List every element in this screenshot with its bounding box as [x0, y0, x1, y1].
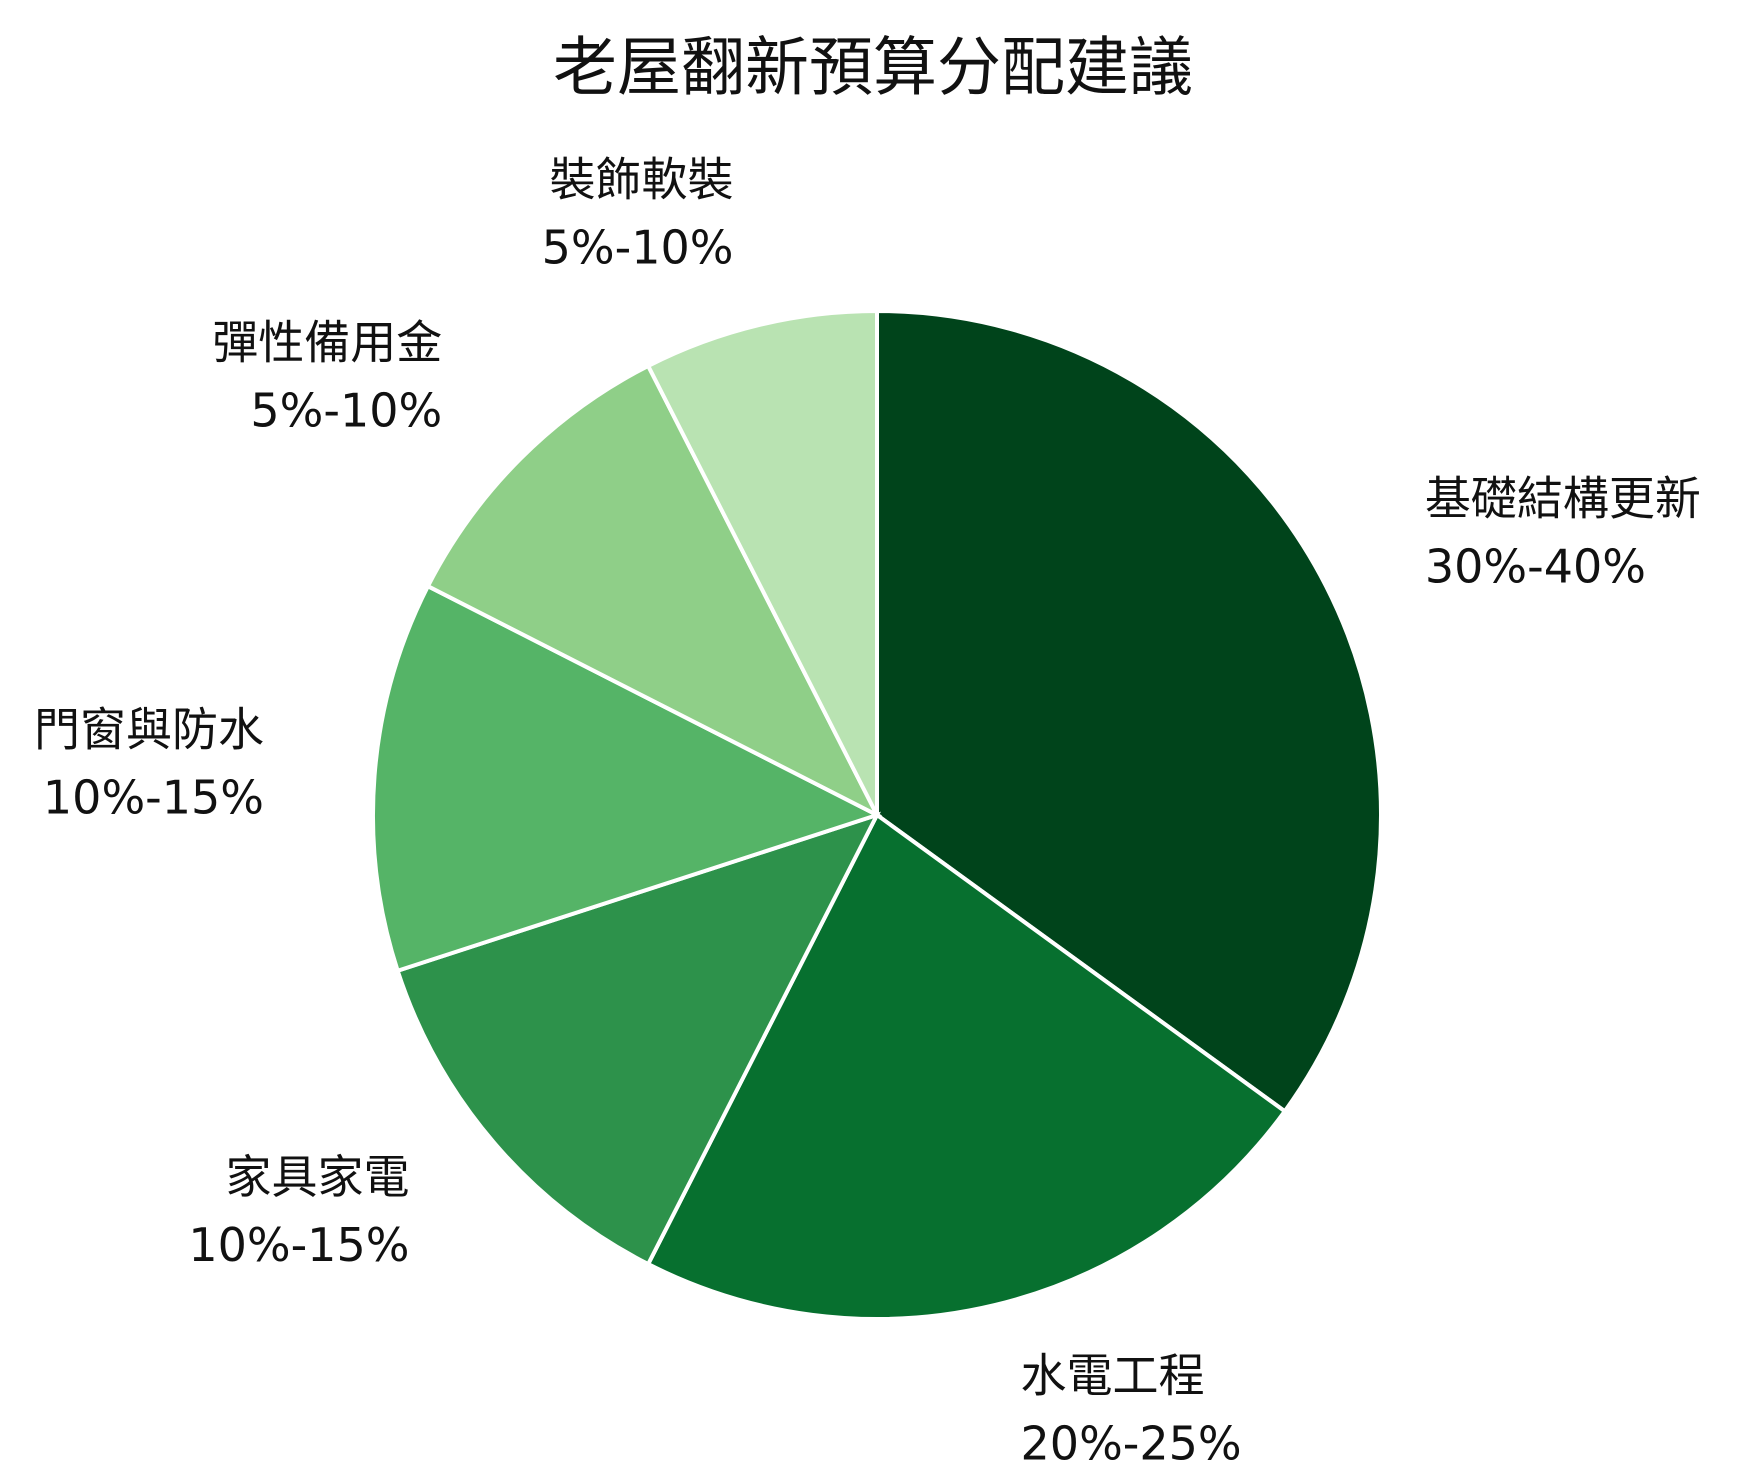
pie-slice	[645, 308, 879, 816]
pie-slice	[425, 363, 882, 820]
pie-slice	[371, 583, 883, 974]
pie-slice	[645, 812, 1288, 1321]
slice-range: 30%-40%	[1425, 539, 1646, 593]
slice-range: 20%-25%	[1021, 1416, 1242, 1468]
slice-label: 家具家電	[225, 1150, 409, 1204]
pie-slice	[395, 811, 881, 1267]
slice-label: 裝飾軟裝	[549, 153, 733, 207]
slice-range: 5%-10%	[250, 384, 442, 438]
slice-label: 水電工程	[1021, 1348, 1205, 1402]
chart-title: 老屋翻新預算分配建議	[553, 32, 1193, 106]
slice-range: 10%-15%	[43, 770, 264, 824]
slice-range: 10%-15%	[188, 1218, 409, 1272]
pie-slice	[875, 308, 1383, 1115]
slice-label: 門窗與防水	[34, 702, 264, 756]
slice-range: 5%-10%	[542, 221, 734, 275]
slice-label: 彈性備用金	[212, 316, 442, 370]
slice-label: 基礎結構更新	[1425, 471, 1701, 525]
